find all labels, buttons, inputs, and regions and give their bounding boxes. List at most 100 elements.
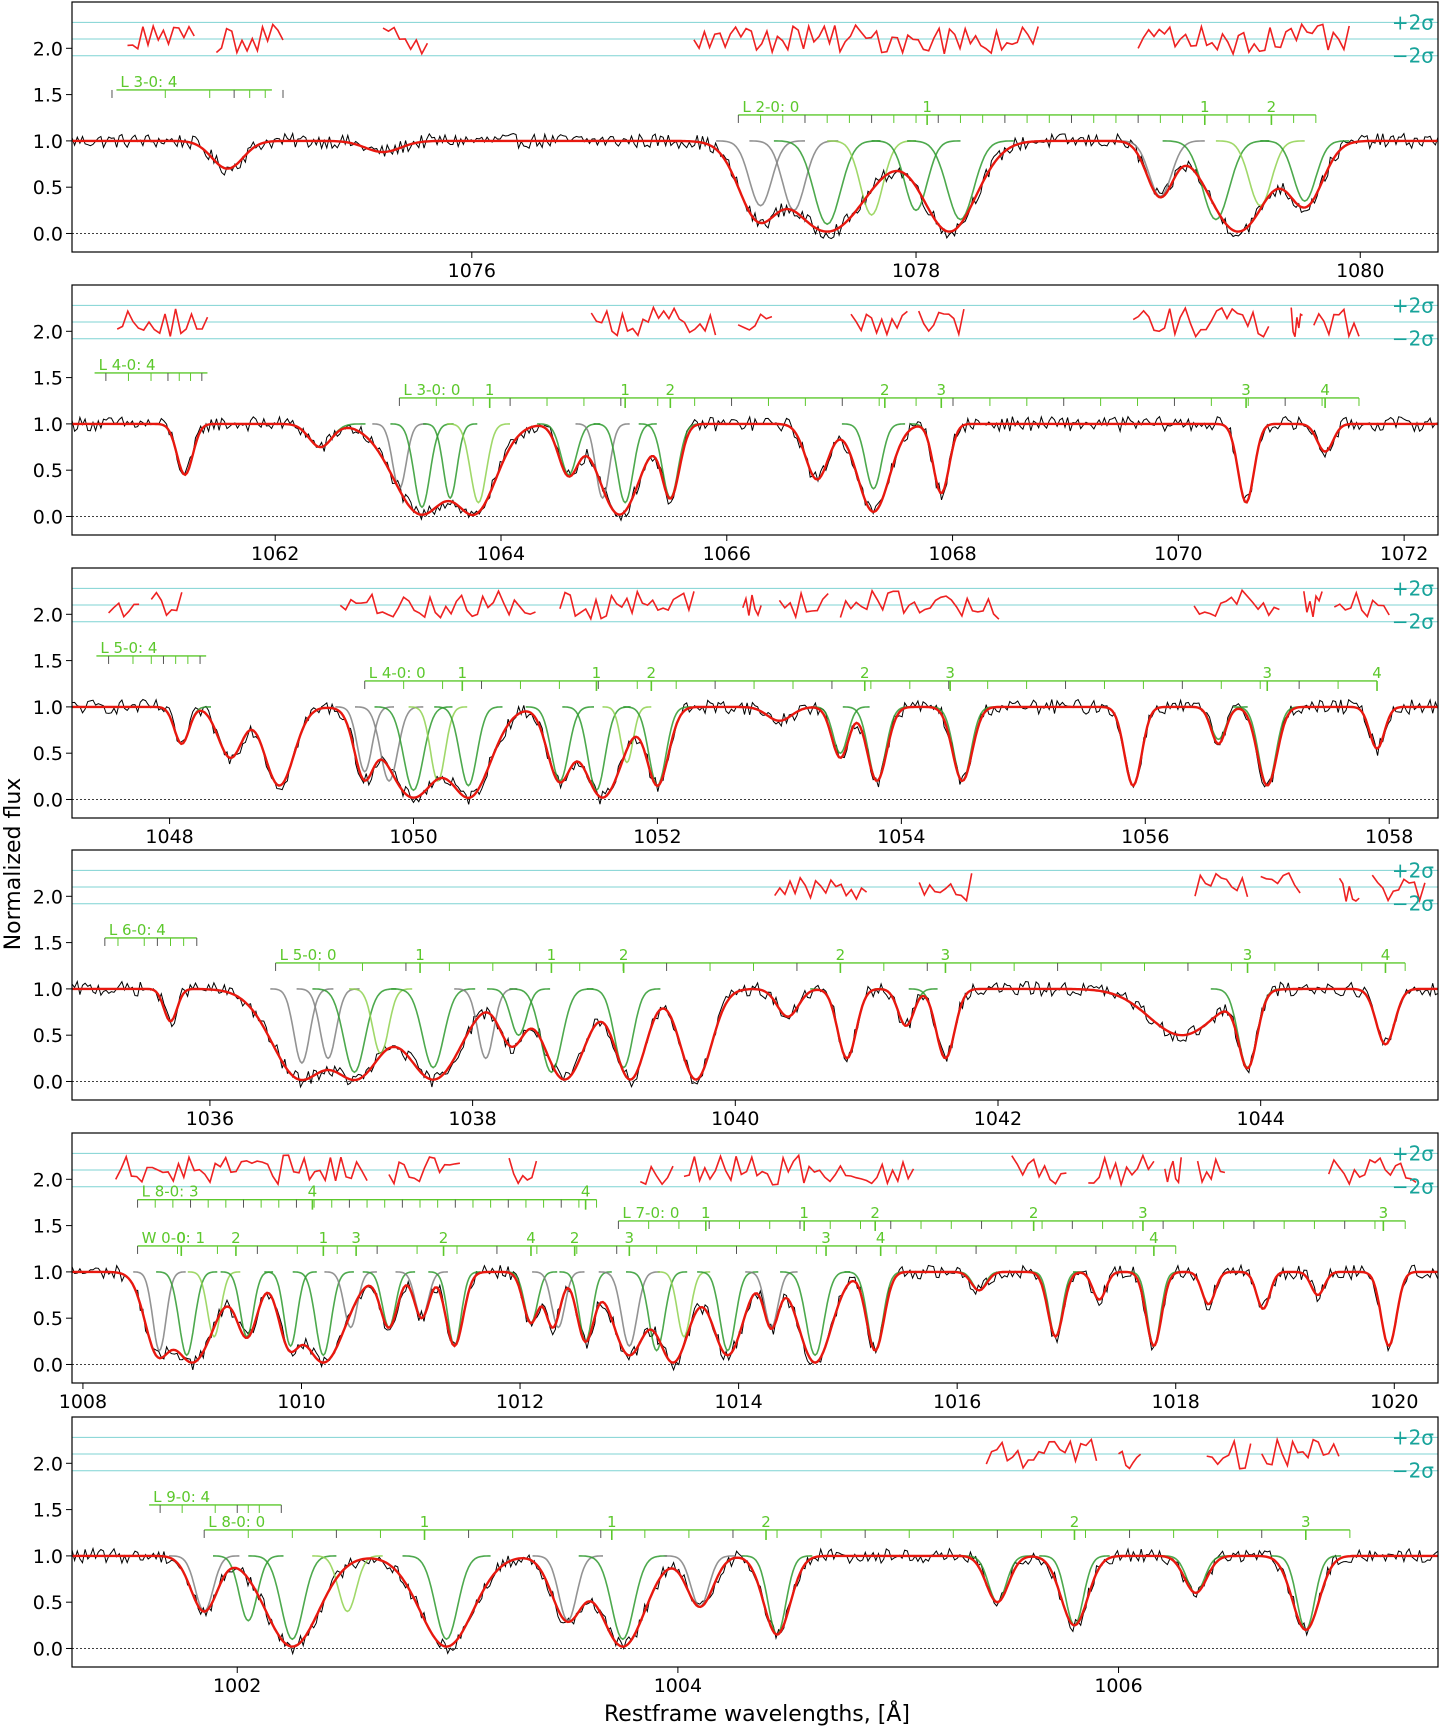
level-label: 2 bbox=[1267, 98, 1277, 116]
component-profile bbox=[1189, 706, 1248, 741]
residual-segment bbox=[742, 594, 762, 618]
model-profile bbox=[72, 987, 1438, 1082]
spectrum-panel: L 4-0: 4 L 3-0: 0 1 1 2 2 3 3 4 +2σ −2σ 0.0 0.5 1.0 1.… bbox=[33, 284, 1439, 565]
component-profile bbox=[434, 706, 503, 787]
component-profile bbox=[962, 1555, 1033, 1604]
component-profile bbox=[428, 1271, 481, 1348]
sigma-plus-label: +2σ bbox=[1392, 858, 1434, 882]
component-profile bbox=[657, 1271, 711, 1338]
observed-spectrum bbox=[72, 131, 1438, 240]
y-tick-label: 2.0 bbox=[33, 321, 63, 343]
component-profile bbox=[1348, 988, 1423, 1046]
residual-segment bbox=[1371, 874, 1426, 904]
x-tick-label: 1048 bbox=[145, 826, 193, 848]
level-label: 1 bbox=[922, 98, 932, 116]
component-profile bbox=[1291, 1271, 1344, 1296]
y-tick-label: 0.0 bbox=[33, 223, 63, 245]
component-profile bbox=[408, 706, 468, 783]
component-profile bbox=[454, 988, 518, 1060]
y-tick-label: 0.0 bbox=[33, 1638, 63, 1660]
component-profile bbox=[156, 1271, 218, 1357]
y-tick-label: 0.5 bbox=[33, 177, 63, 199]
x-tick-label: 1040 bbox=[711, 1108, 759, 1130]
component-profile bbox=[780, 1271, 851, 1357]
plot-area bbox=[72, 869, 1438, 1089]
component-profile bbox=[153, 423, 217, 476]
level-label: 3 bbox=[625, 1229, 635, 1247]
level-label: 1 bbox=[415, 946, 425, 964]
level-label: 3 bbox=[1262, 664, 1272, 682]
sigma-plus-label: +2σ bbox=[1392, 10, 1434, 34]
residual-segment bbox=[778, 590, 829, 620]
level-label: 3 bbox=[351, 1229, 361, 1247]
component-profile bbox=[773, 140, 881, 226]
level-label: 3 bbox=[821, 1229, 831, 1247]
component-profile bbox=[525, 706, 594, 783]
residual-segment bbox=[1206, 1438, 1252, 1470]
level-label: 3 bbox=[945, 664, 955, 682]
component-profile bbox=[213, 1555, 284, 1622]
level-label: 3 bbox=[1243, 946, 1253, 964]
component-profile bbox=[355, 706, 424, 783]
residual-segment bbox=[917, 308, 965, 338]
component-profile bbox=[335, 706, 394, 773]
component-profile bbox=[362, 1271, 416, 1329]
residual-segment bbox=[918, 873, 973, 903]
y-tick-label: 1.0 bbox=[33, 414, 63, 436]
line-group-label: L 5-0: 0 bbox=[280, 946, 337, 964]
x-tick-label: 1044 bbox=[1237, 1108, 1285, 1130]
line-group-label: W 0-0: 1 bbox=[142, 1229, 205, 1247]
sigma-plus-label: +2σ bbox=[1392, 293, 1434, 317]
component-profile bbox=[446, 423, 510, 504]
level-label: 4 bbox=[1320, 381, 1330, 399]
line-group-label: L 7-0: 0 bbox=[622, 1204, 679, 1222]
model-profile bbox=[72, 705, 1438, 800]
spectrum-panel: L 3-0: 4 L 2-0: 0 1 1 2 +2σ −2σ 0.0 0.5 1.0 1.5 2.0… bbox=[33, 1, 1439, 282]
line-group-label: L 4-0: 0 bbox=[369, 664, 426, 682]
residual-segment bbox=[1303, 591, 1323, 618]
component-profile bbox=[844, 1271, 906, 1352]
y-tick-label: 0.5 bbox=[33, 460, 63, 482]
component-profile bbox=[697, 1271, 759, 1352]
observed-spectrum bbox=[72, 1546, 1438, 1656]
component-profile bbox=[827, 140, 916, 216]
x-tick-label: 1052 bbox=[633, 826, 681, 848]
residual-segment bbox=[108, 601, 140, 619]
x-tick-label: 1072 bbox=[1380, 543, 1428, 565]
y-tick-label: 2.0 bbox=[33, 886, 63, 908]
level-label: 2 bbox=[761, 1513, 771, 1531]
residual-segment bbox=[985, 1437, 1098, 1470]
y-axis-label: Normalized flux bbox=[1, 778, 26, 951]
x-tick-label: 1058 bbox=[1365, 826, 1413, 848]
component-profile bbox=[871, 140, 961, 212]
y-tick-label: 1.5 bbox=[33, 1216, 63, 1238]
spectrum-panel: L 8-0: 3 4 4L 7-0: 0 1 1 2 2 3 3W 0-0: 10 2 1 3 2 4 2 3… bbox=[33, 1132, 1439, 1413]
component-profile bbox=[623, 706, 692, 787]
level-label: 1 bbox=[485, 381, 495, 399]
x-tick-label: 1036 bbox=[186, 1108, 234, 1130]
level-label: 1 bbox=[1200, 98, 1210, 116]
x-tick-label: 1070 bbox=[1154, 543, 1202, 565]
residual-segment bbox=[1338, 877, 1360, 902]
component-profile bbox=[810, 988, 884, 1060]
component-profile bbox=[1214, 423, 1278, 504]
model-profile bbox=[72, 139, 1438, 233]
level-label: 4 bbox=[308, 1183, 318, 1201]
line-group-label: L 3-0: 4 bbox=[120, 73, 177, 91]
level-label: 1 bbox=[420, 1513, 430, 1531]
residual-segment bbox=[839, 588, 1000, 620]
level-label: 0 bbox=[177, 1229, 187, 1247]
component-profile bbox=[391, 988, 476, 1069]
component-profile bbox=[165, 140, 290, 170]
residual-segment bbox=[388, 1156, 461, 1186]
level-label: 2 bbox=[231, 1229, 241, 1247]
residual-segment bbox=[1194, 872, 1249, 898]
line-group-label: L 8-0: 0 bbox=[208, 1513, 265, 1531]
component-profile bbox=[598, 1271, 660, 1348]
component-profile bbox=[187, 1271, 241, 1338]
component-profile bbox=[575, 423, 630, 500]
x-tick-label: 1002 bbox=[213, 1675, 261, 1697]
sigma-minus-label: −2σ bbox=[1392, 1175, 1434, 1199]
component-profile bbox=[586, 988, 661, 1069]
level-label: 4 bbox=[1149, 1229, 1159, 1247]
